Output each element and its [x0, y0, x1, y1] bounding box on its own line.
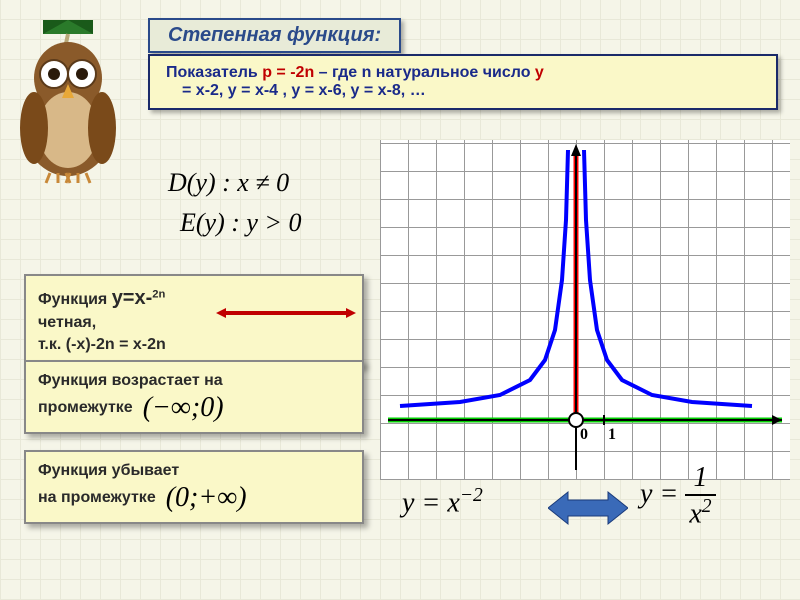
box2-line2: промежутке [38, 397, 133, 419]
curve-left [400, 150, 568, 406]
owl-mascot-image [8, 18, 148, 186]
increasing-box: Функция возрастает на промежутке (−∞;0) [24, 360, 364, 434]
even-function-box: Функция у=х-2n четная, т.к. (-х)-2n = х-… [24, 274, 364, 367]
range-text: E(y) : y > 0 [180, 208, 301, 238]
unit-label: 1 [608, 426, 616, 444]
equivalence-arrow-icon [548, 490, 628, 526]
hole-at-origin-icon [569, 413, 583, 427]
domain-text: D(y) : x ≠ 0 [168, 168, 289, 198]
box3-line2: на промежутке [38, 487, 156, 509]
header-line1: Показатель р = -2n – где n натуральное ч… [166, 64, 760, 82]
box3-line1: Функция убывает [38, 460, 350, 482]
box3-interval: (0;+∞) [166, 482, 247, 514]
box2-line1: Функция возрастает на [38, 370, 350, 392]
red-underline-icon [216, 308, 356, 318]
y-axis-arrow-icon [571, 144, 581, 156]
origin-label: 0 [580, 426, 588, 444]
title-text: Степенная функция: [168, 24, 381, 46]
decreasing-box: Функция убывает на промежутке (0;+∞) [24, 450, 364, 524]
x-axis-arrow-icon [772, 415, 782, 425]
title-box: Степенная функция: [148, 18, 401, 53]
header-line2: = х-2, у = х-4 , у = х-6, у = х-8, … [182, 82, 760, 100]
curve-right [584, 150, 752, 406]
equation-1: y = x−2 [402, 485, 483, 519]
chart-area: 0 1 [380, 140, 790, 480]
header-box: Показатель р = -2n – где n натуральное ч… [148, 54, 778, 110]
box2-interval: (−∞;0) [143, 392, 224, 424]
equation-2: y = 1x2 [640, 462, 716, 530]
box1-line3: т.к. (-х)-2n = х-2n [38, 334, 350, 356]
